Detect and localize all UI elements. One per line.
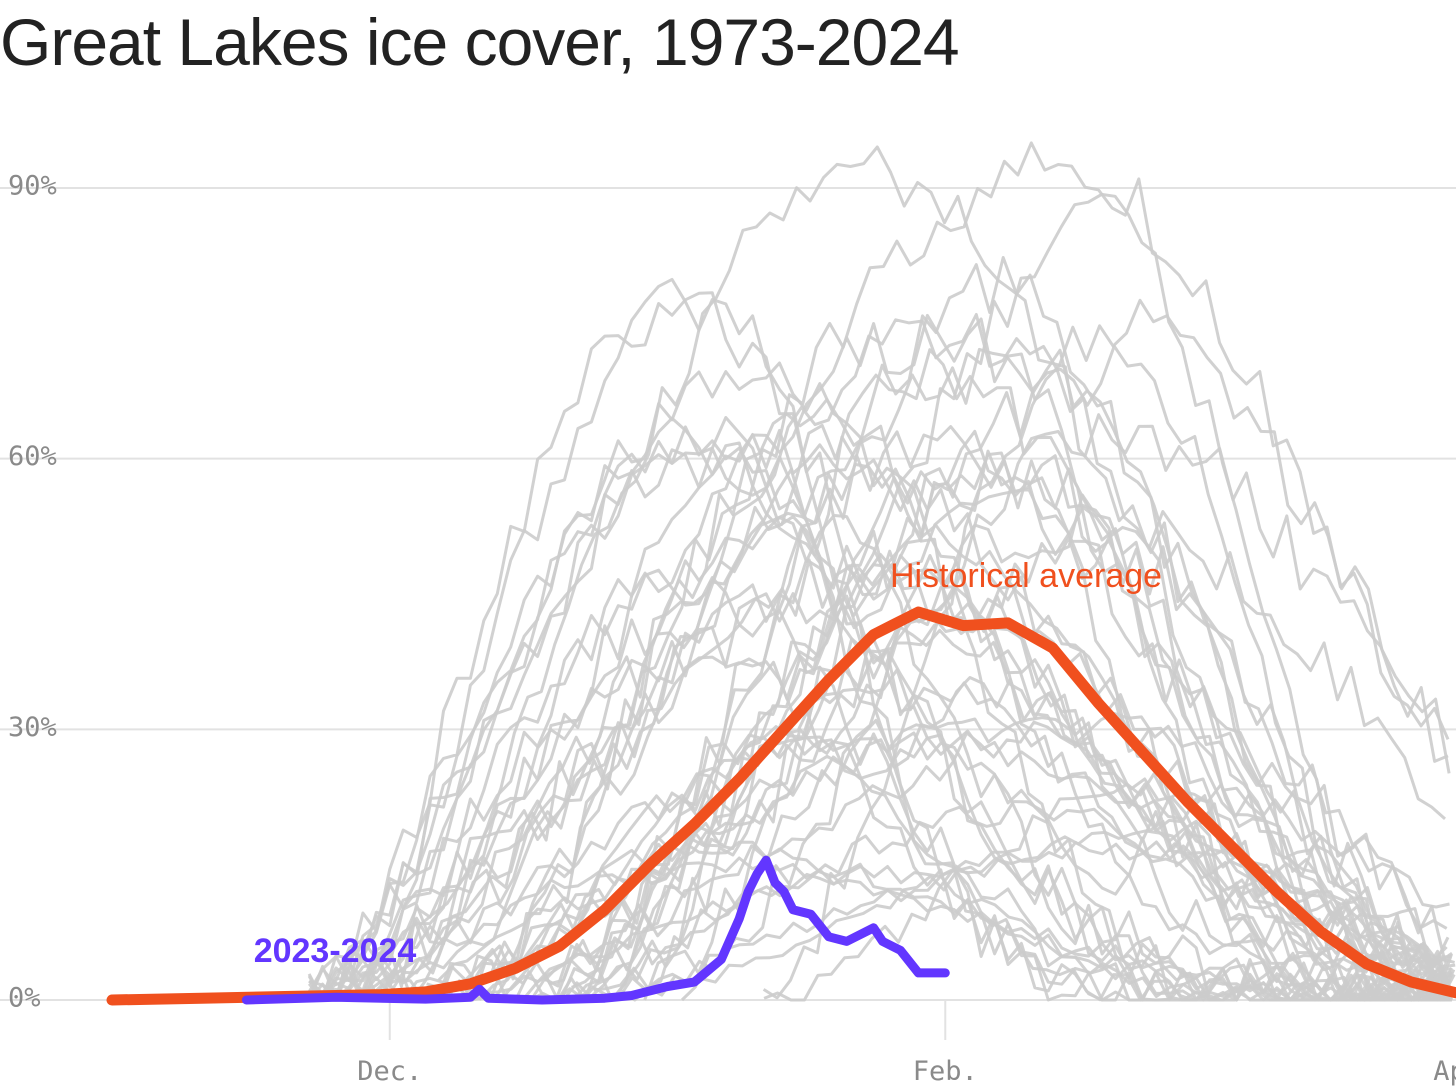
historical-year-line	[571, 256, 1448, 1002]
y-tick-label: 60%	[8, 441, 57, 472]
current-season-label: 2023-2024	[254, 932, 417, 970]
historical-year-line	[643, 192, 1453, 1001]
historical-years-lines	[307, 141, 1456, 1002]
highlighted-series-lines	[106, 606, 1456, 1006]
historical-year-line	[437, 313, 1448, 982]
historical-year-line	[307, 425, 1452, 1002]
y-tick-label: 30%	[8, 712, 57, 743]
historical-average-line	[106, 606, 1456, 1006]
historical-year-line	[307, 568, 1452, 1002]
x-tick-label: April	[1433, 1056, 1456, 1087]
x-tick-label: Feb.	[913, 1056, 978, 1087]
historical-year-line	[307, 428, 1452, 993]
historical-average-label: Historical average	[890, 557, 1162, 595]
historical-year-line	[308, 313, 1453, 1002]
historical-year-line	[307, 361, 1453, 1002]
historical-year-line	[559, 425, 1450, 1001]
historical-year-line	[307, 291, 1453, 1002]
historical-year-line	[571, 493, 1447, 1002]
historical-year-line	[384, 141, 1450, 1002]
current-season-line	[241, 855, 950, 1005]
x-tick-label: Dec.	[357, 1056, 422, 1087]
historical-year-line	[528, 800, 1445, 1002]
historical-year-line	[309, 447, 1453, 1002]
axis-tick-labels: 0% 30% 60% 90% Dec. Feb. April	[8, 171, 1456, 1088]
y-tick-label: 0%	[8, 983, 41, 1014]
chart-title: Great Lakes ice cover, 1973-2024	[0, 5, 960, 79]
historical-year-line	[426, 668, 1450, 1001]
y-tick-label: 90%	[8, 171, 57, 202]
